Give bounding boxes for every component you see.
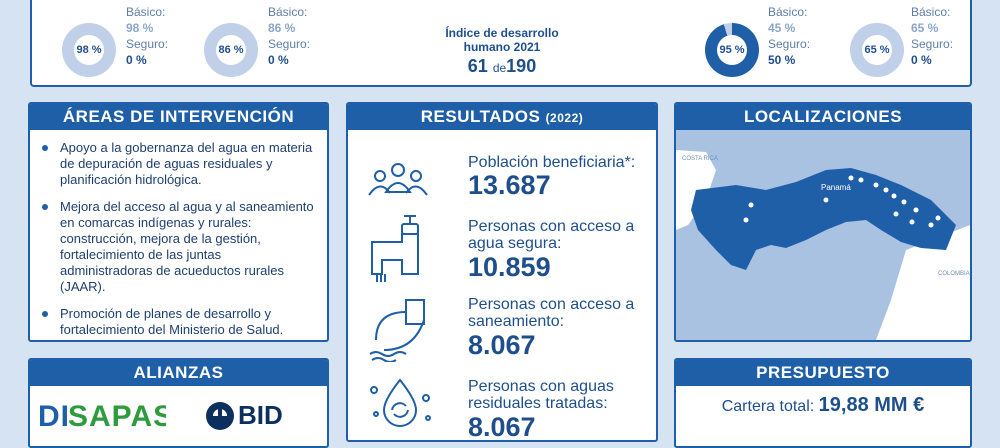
bid-logo-icon (206, 401, 234, 430)
result-value: 8.067 (468, 330, 536, 360)
coverage-donut: 86 % (204, 23, 258, 77)
coverage-donut: 65 % (850, 23, 904, 77)
panama-map: COSTA RICA Panamá COLOMBIA (676, 130, 970, 340)
seguro-label: Seguro: (768, 37, 811, 51)
coverage-legend: Básico: 45 % Seguro: 50 % (768, 4, 810, 68)
seguro-label: Seguro: (911, 37, 954, 51)
urban-water-group: urbano 98 % Básico: 98 % Seguro: 0 % (60, 0, 190, 87)
resultados-header: RESULTADOS (2022) (348, 104, 656, 130)
colombia-land (876, 225, 970, 340)
seguro-label: Seguro: (268, 37, 311, 51)
urban-sanitation-group: urbano 95 % Básico: 45 % Seguro: 50 % (702, 0, 832, 87)
water-drop-icon (370, 378, 431, 427)
bullet-icon (42, 311, 48, 317)
hdi-block: Índice de desarrollo humano 2021 61 de19… (437, 26, 567, 77)
alianzas-header: ALIANZAS (30, 360, 327, 386)
rural-sanitation-group: rural 65 % Básico: 65 % Seguro: 0 % (847, 0, 974, 87)
localizaciones-header: LOCALIZACIONES (676, 104, 970, 130)
areas-list: Apoyo a la gobernanza del agua en materi… (30, 130, 327, 338)
costa-rica-label: COSTA RICA (682, 156, 718, 162)
project-markers (743, 175, 941, 228)
pipe-icon (369, 299, 425, 362)
basico-value: 45 % (768, 21, 796, 35)
coverage-legend: Básico: 86 % Seguro: 0 % (268, 4, 310, 68)
svg-text:DI: DI (38, 400, 70, 432)
result-label: Población beneficiaria*: (468, 154, 636, 171)
disapas-logo: DI SAPAS (38, 398, 173, 439)
result-item: Personas con aguas residuales tratadas: … (348, 376, 640, 442)
donut-percent: 98 % (76, 44, 102, 56)
coverage-donut: 95 % (705, 23, 759, 77)
result-value: 10.859 (468, 252, 551, 282)
result-value: 8.067 (468, 412, 536, 442)
disapas-logo-art: DI SAPAS (38, 400, 173, 433)
coverage-legend: Básico: 65 % Seguro: 0 % (911, 4, 953, 68)
areas-header: ÁREAS DE INTERVENCIÓN (30, 104, 327, 130)
result-item: Personas con acceso a saneamiento: 8.067 (348, 294, 640, 364)
hdi-title: Índice de desarrollo humano 2021 (445, 26, 559, 54)
faucet-icon (371, 215, 419, 282)
result-label: Personas con aguas residuales tratadas: (468, 378, 614, 412)
alianzas-card: ALIANZAS DI SAPAS BID (28, 358, 329, 448)
result-item: Población beneficiaria*: 13.687 (348, 130, 640, 210)
panama-land (691, 168, 956, 270)
seguro-label: Seguro: (126, 37, 169, 51)
basico-label: Básico: (911, 5, 951, 19)
donut-percent: 65 % (864, 44, 890, 56)
donut-percent: 95 % (719, 44, 745, 56)
hdi-of: de (492, 61, 507, 75)
donut-percent: 86 % (218, 44, 244, 56)
budget-line: Cartera total: 19,88 MM € (676, 394, 970, 417)
panama-label: Panamá (821, 183, 851, 192)
area-text: Apoyo a la gobernanza del agua en materi… (60, 140, 313, 187)
result-label: Personas con acceso a agua segura: (468, 218, 635, 252)
seguro-value: 0 % (911, 53, 932, 67)
resultados-title: RESULTADOS (420, 107, 541, 126)
seguro-value: 0 % (126, 53, 147, 67)
basico-value: 98 % (126, 21, 154, 35)
coverage-legend: Básico: 98 % Seguro: 0 % (126, 4, 168, 68)
basico-label: Básico: (126, 5, 166, 19)
colombia-label: COLOMBIA (938, 271, 970, 277)
result-item: Personas con acceso a agua segura: 10.85… (348, 212, 640, 282)
svg-text:SAPAS: SAPAS (68, 400, 166, 432)
resultados-year: (2022) (545, 111, 584, 125)
bid-logo-text: BID (238, 400, 283, 430)
result-value: 13.687 (468, 170, 551, 200)
coverage-donut: 98 % (62, 23, 116, 77)
list-item: Apoyo a la gobernanza del agua en materi… (40, 140, 315, 188)
basico-label: Básico: (268, 5, 308, 19)
bullet-icon (42, 145, 48, 151)
areas-card: ÁREAS DE INTERVENCIÓN Apoyo a la goberna… (28, 102, 329, 342)
list-item: Promoción de planes de desarrollo y fort… (40, 306, 315, 338)
hdi-rank-value: 61 (467, 56, 488, 76)
rural-water-group: rural 86 % Básico: 86 % Seguro: 0 % (202, 0, 332, 87)
budget-value: 19,88 MM € (818, 394, 925, 416)
seguro-value: 0 % (268, 53, 289, 67)
resultados-card: RESULTADOS (2022) Población beneficiaria… (346, 102, 658, 442)
hdi-rank: 61 de190 (437, 56, 567, 77)
localizaciones-card: LOCALIZACIONES COSTA RICA Panamá COLOMBI… (674, 102, 972, 342)
seguro-value: 50 % (768, 53, 796, 67)
indicators-panel: urbano 98 % Básico: 98 % Seguro: 0 % rur… (30, 0, 972, 87)
people-icon (368, 163, 428, 196)
bullet-icon (42, 204, 48, 210)
area-text: Mejora del acceso al agua y al saneamien… (60, 199, 314, 294)
bid-logo: BID (205, 400, 283, 431)
presupuesto-card: PRESUPUESTO Cartera total: 19,88 MM € (674, 358, 972, 448)
budget-label: Cartera total: (721, 398, 815, 415)
list-item: Mejora del acceso al agua y al saneamien… (40, 199, 315, 295)
area-text: Promoción de planes de desarrollo y fort… (60, 306, 284, 337)
result-label: Personas con acceso a saneamiento: (468, 296, 635, 330)
basico-label: Básico: (768, 5, 808, 19)
basico-value: 65 % (911, 21, 939, 35)
hdi-total: 190 (506, 56, 537, 76)
basico-value: 86 % (268, 21, 296, 35)
presupuesto-header: PRESUPUESTO (676, 360, 970, 386)
